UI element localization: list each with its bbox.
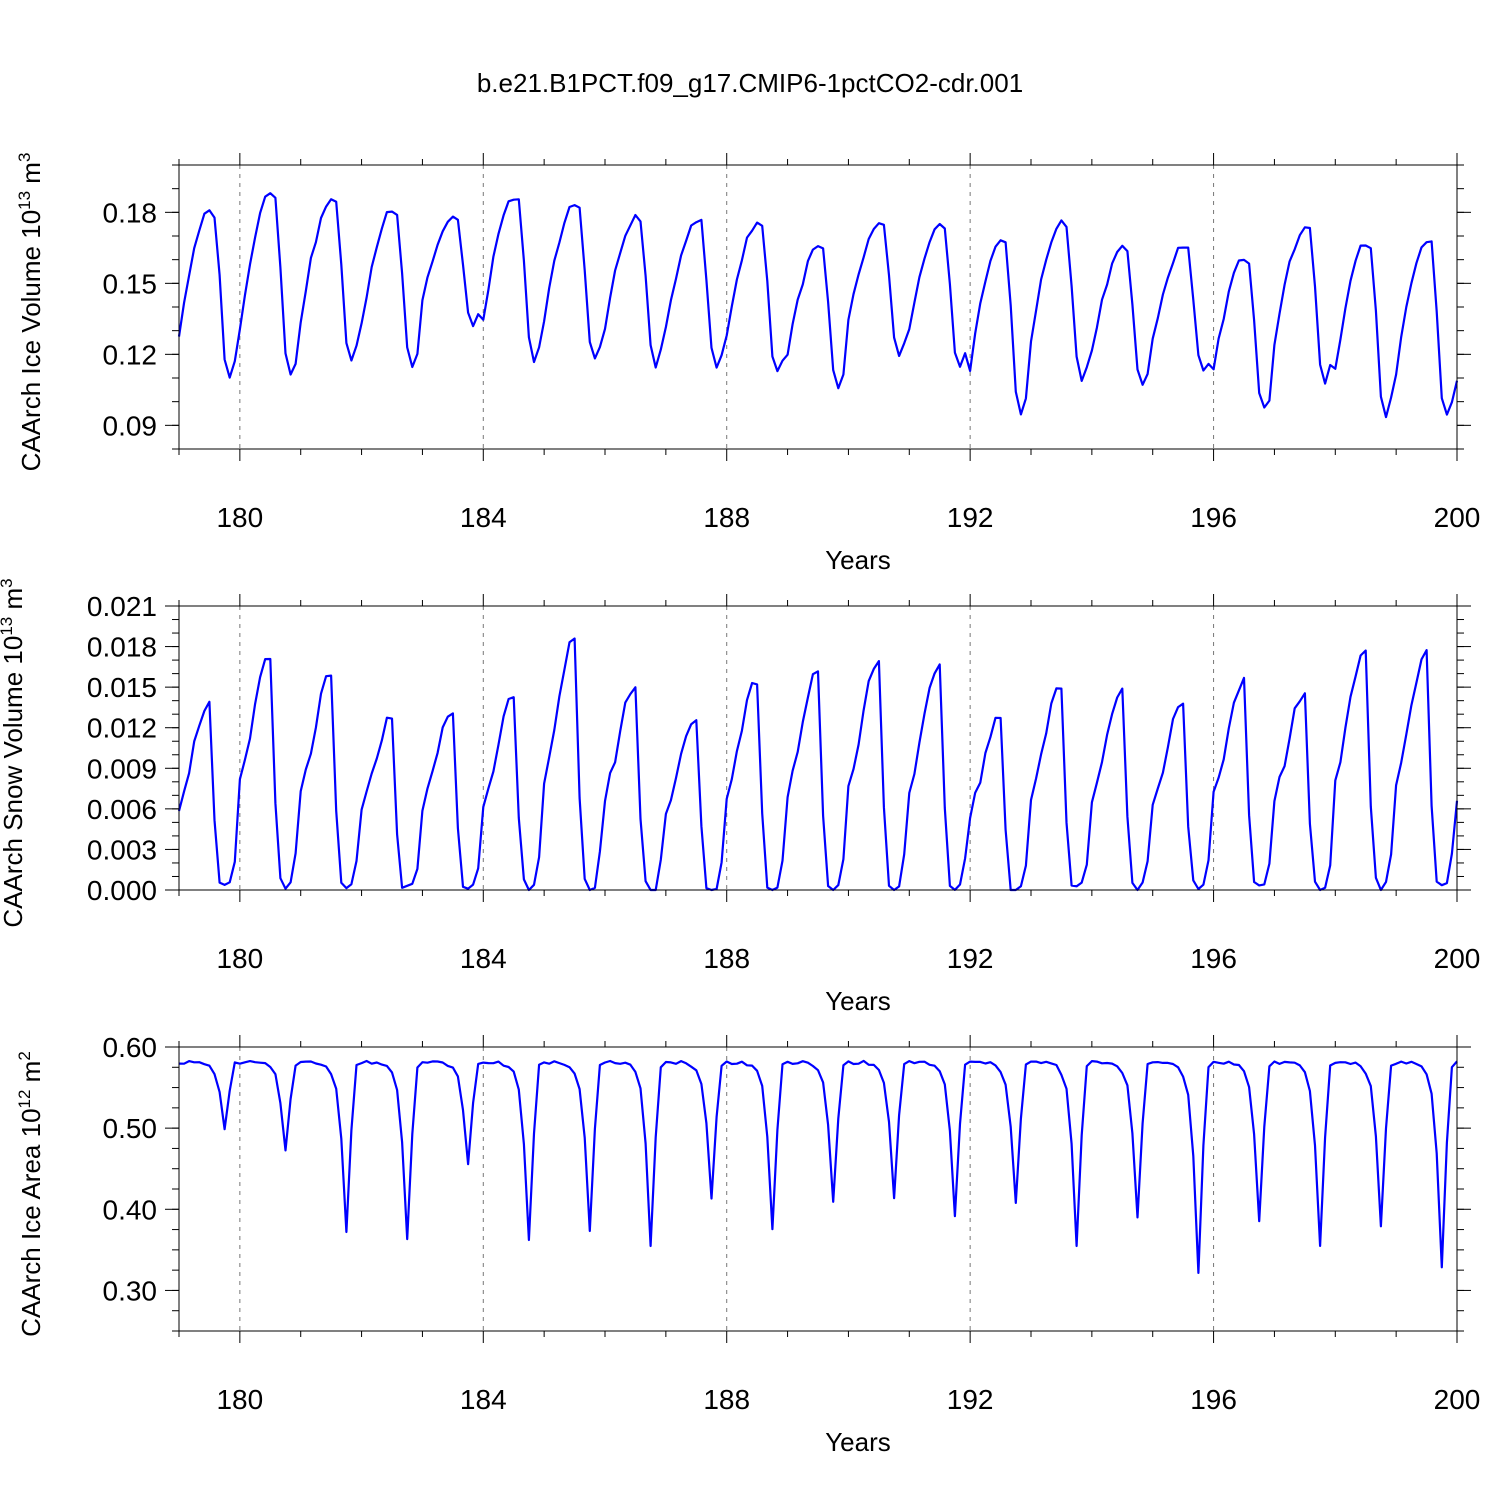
x-tick-label: 192 — [947, 943, 994, 974]
x-tick-label: 188 — [703, 1384, 750, 1415]
y-axis-label-unit-exponent: 3 — [15, 153, 34, 162]
x-axis-label: Years — [825, 1427, 891, 1457]
y-axis-label-exponent: 13 — [0, 617, 16, 636]
y-tick-label: 0.09 — [103, 410, 158, 441]
x-tick-label: 180 — [216, 502, 263, 533]
x-tick-label: 192 — [947, 502, 994, 533]
panel-ice-volume: 180 184 188 192 196 200 Years 0.09 0.12 0.15 0.18 C… — [15, 153, 1480, 575]
y-axis-label-exponent: 12 — [15, 1090, 34, 1109]
y-tick-label: 0.021 — [87, 591, 157, 622]
series-line-ice-area — [178, 1059, 1458, 1274]
y-tick-label: 0.50 — [103, 1113, 158, 1144]
x-axis-label: Years — [825, 545, 891, 575]
y-axis-label-main: CAArch Ice Area 10 — [16, 1108, 46, 1336]
y-tick-label: 0.009 — [87, 753, 157, 784]
y-tick-label: 0.15 — [103, 268, 158, 299]
x-tick-label: 188 — [703, 943, 750, 974]
y-axis-label-unit: m — [0, 588, 28, 617]
panel-ice-area: 180 184 188 192 196 200 Years 0.30 0.40 0.50 0.60 C… — [15, 1032, 1480, 1457]
y-tick-label: 0.40 — [103, 1194, 158, 1225]
plot-frame — [178, 1046, 1458, 1332]
x-tick-label: 184 — [460, 502, 507, 533]
y-tick-label: 0.000 — [87, 875, 157, 906]
x-tick-label: 200 — [1434, 1384, 1481, 1415]
series-line-ice-volume — [177, 192, 1459, 419]
x-tick-label: 196 — [1190, 943, 1237, 974]
x-tick-label: 196 — [1190, 1384, 1237, 1415]
y-tick-label: 0.003 — [87, 834, 157, 865]
y-axis-label: CAArch Snow Volume 1013 m3 — [0, 578, 28, 927]
x-tick-label: 180 — [216, 1384, 263, 1415]
y-tick-label: 0.006 — [87, 794, 157, 825]
y-axis-label-exponent: 13 — [15, 191, 34, 210]
y-axis-label: CAArch Ice Area 1012 m2 — [15, 1051, 46, 1337]
y-axis-label: CAArch Ice Volume 1013 m3 — [15, 153, 46, 472]
panel-snow-volume: 180 184 188 192 196 200 Years 0.000 0.003 0.006 0.… — [0, 578, 1480, 1016]
y-tick-label: 0.015 — [87, 672, 157, 703]
x-tick-label: 184 — [460, 1384, 507, 1415]
x-tick-label: 184 — [460, 943, 507, 974]
y-tick-label: 0.12 — [103, 339, 158, 370]
y-tick-label: 0.18 — [103, 197, 158, 228]
y-axis-label-unit-exponent: 3 — [0, 578, 16, 587]
y-axis-label-unit: m — [16, 162, 46, 191]
y-tick-label: 0.012 — [87, 713, 157, 744]
x-tick-label: 192 — [947, 1384, 994, 1415]
x-tick-label: 200 — [1434, 943, 1481, 974]
x-tick-label: 180 — [216, 943, 263, 974]
y-tick-label: 0.018 — [87, 632, 157, 663]
x-axis-label: Years — [825, 986, 891, 1016]
y-axis-label-unit-exponent: 2 — [15, 1051, 34, 1060]
figure-title: b.e21.B1PCT.f09_g17.CMIP6-1pctCO2-cdr.00… — [477, 68, 1023, 98]
x-tick-label: 200 — [1434, 502, 1481, 533]
y-tick-label: 0.60 — [103, 1032, 158, 1063]
y-axis-label-main: CAArch Ice Volume 10 — [16, 210, 46, 472]
x-tick-label: 188 — [703, 502, 750, 533]
plot-frame — [178, 605, 1458, 891]
y-tick-label: 0.30 — [103, 1275, 158, 1306]
y-axis-label-unit: m — [16, 1061, 46, 1090]
series-line-snow-volume — [177, 637, 1459, 892]
x-tick-label: 196 — [1190, 502, 1237, 533]
y-axis-label-main: CAArch Snow Volume 10 — [0, 636, 28, 928]
